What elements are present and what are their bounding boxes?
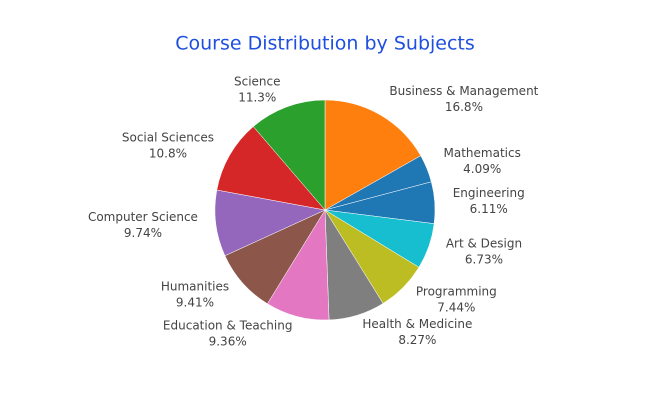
slice-label: Humanities [161, 279, 229, 293]
slice-label: Business & Management [389, 84, 538, 98]
slice-percent: 6.11% [470, 202, 508, 216]
slice-percent: 7.44% [437, 301, 475, 315]
pie-slice [324, 99, 422, 211]
slice-label: Science [234, 74, 281, 88]
slice-label: Social Sciences [122, 131, 214, 145]
slice-percent: 6.73% [465, 253, 503, 267]
slice-percent: 9.41% [176, 295, 214, 309]
slice-label: Engineering [453, 186, 525, 200]
pie-slice [252, 99, 326, 211]
slice-percent: 10.8% [149, 147, 187, 161]
slice-percent: 9.36% [209, 334, 247, 348]
slice-percent: 8.27% [398, 333, 436, 347]
slice-label: Computer Science [88, 210, 198, 224]
slice-percent: 16.8% [445, 100, 483, 114]
slice-label: Education & Teaching [163, 318, 293, 332]
slice-percent: 4.09% [463, 162, 501, 176]
slice-label: Health & Medicine [362, 317, 472, 331]
slice-percent: 9.74% [124, 226, 162, 240]
slice-label: Programming [416, 285, 497, 299]
slice-label: Mathematics [444, 146, 521, 160]
slice-percent: 11.3% [238, 90, 276, 104]
slice-label: Art & Design [446, 237, 522, 251]
pie-slice [216, 126, 326, 211]
chart-title: Course Distribution by Subjects [175, 33, 475, 55]
